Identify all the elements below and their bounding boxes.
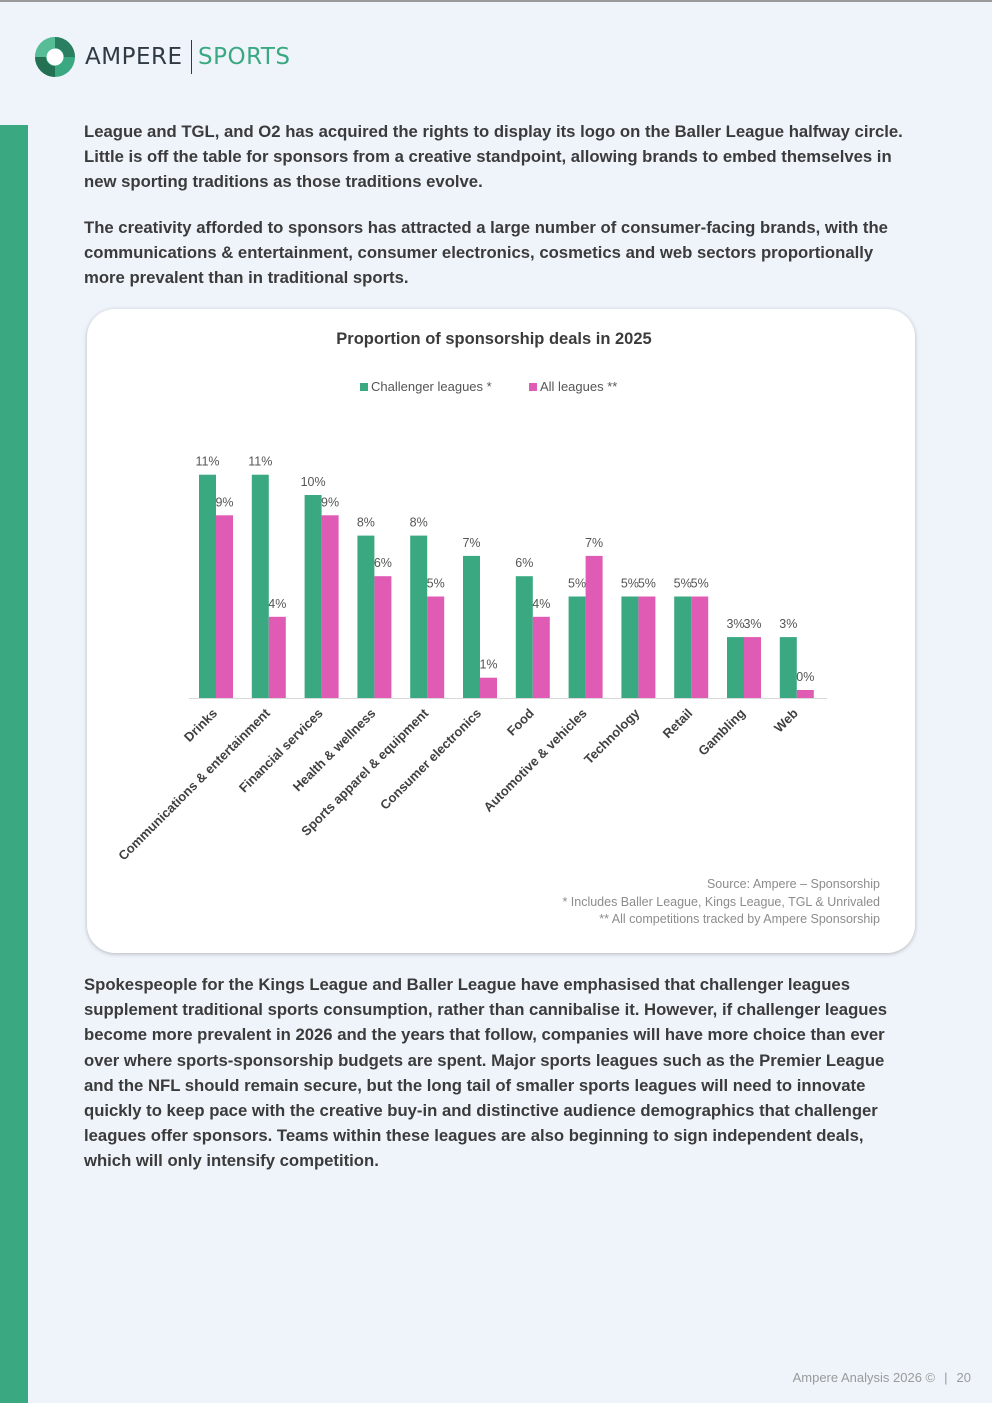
bar-all-leagues-1 [268,616,286,698]
chart-card: Proportion of sponsorship deals in 2025 … [87,309,915,953]
data-label-all-leagues-8: 5% [638,577,656,591]
bar-all-leagues-9 [691,596,709,698]
side-accent-bar [0,125,28,1403]
bar-challenger-2 [304,495,322,698]
logo-divider [190,40,192,74]
bar-all-leagues-3 [374,576,392,698]
chart-source-note: Source: Ampere – Sponsorship [707,877,880,891]
data-label-all-leagues-6: 4% [532,597,550,611]
logo-text-sports: SPORTS [198,44,291,70]
data-label-all-leagues-3: 6% [374,556,392,570]
category-label-11: Web [771,705,801,735]
bar-all-leagues-10 [744,637,761,698]
data-label-all-leagues-7: 7% [585,536,603,550]
data-label-all-leagues-5: 1% [479,658,497,672]
bar-challenger-11 [779,637,797,698]
page-number: 20 [956,1370,971,1385]
category-label-7: Automotive & vehicles [481,706,590,815]
bar-all-leagues-8 [638,596,656,698]
data-label-all-leagues-2: 9% [321,495,339,509]
data-label-challenger-7: 5% [568,577,586,591]
data-label-all-leagues-11: 0% [796,670,814,684]
data-label-all-leagues-4: 5% [427,577,445,591]
footer-copyright: Ampere Analysis 2026 © [792,1370,936,1385]
data-label-all-leagues-9: 5% [691,577,709,591]
data-label-challenger-10: 3% [726,617,744,631]
chart-footnote-1: * Includes Baller League, Kings League, … [562,895,880,909]
ampere-logo-icon [35,37,75,77]
bar-all-leagues-2 [321,515,339,698]
bar-all-leagues-6 [532,616,550,698]
bar-challenger-10 [727,637,744,698]
footer-separator: | [944,1370,948,1385]
bar-challenger-6 [515,576,533,698]
top-rule [0,0,992,2]
legend-swatch-all-leagues [529,383,537,391]
bar-challenger-7 [568,596,586,698]
ampere-sports-logo: AMPERE SPORTS [34,36,291,78]
data-label-challenger-11: 3% [779,617,797,631]
category-label-8: Technology [581,705,643,767]
category-label-6: Food [504,705,537,738]
data-label-challenger-3: 8% [357,516,375,530]
page-footer: Ampere Analysis 2026 © | 20 [793,1370,971,1385]
body-paragraph-2: The creativity afforded to sponsors has … [84,218,888,288]
data-label-challenger-0: 11% [195,455,219,469]
bar-all-leagues-5 [480,677,497,698]
logo-text-ampere: AMPERE [85,44,183,70]
legend-label-all-leagues: All leagues ** [540,379,617,394]
data-label-challenger-5: 7% [462,536,480,550]
data-label-challenger-4: 8% [410,516,428,530]
legend-label-challenger: Challenger leagues * [371,379,492,394]
chart-footnote-2: ** All competitions tracked by Ampere Sp… [599,912,880,926]
body-paragraph-1: League and TGL, and O2 has acquired the … [84,122,903,192]
data-label-all-leagues-0: 9% [215,495,233,509]
body-paragraph-3: Spokespeople for the Kings League and Ba… [84,975,888,1171]
bar-all-leagues-7 [585,555,603,698]
data-label-challenger-6: 6% [515,556,533,570]
data-label-challenger-2: 10% [301,475,326,489]
bar-challenger-0 [199,474,216,698]
category-label-9: Retail [660,706,696,742]
bar-challenger-1 [251,474,269,698]
legend-swatch-challenger [360,383,368,391]
sponsorship-bar-chart: Proportion of sponsorship deals in 2025 … [115,330,880,926]
bar-challenger-3 [357,535,375,698]
category-label-10: Gambling [695,705,748,758]
chart-title: Proportion of sponsorship deals in 2025 [336,330,651,348]
bar-challenger-8 [621,596,639,698]
bar-challenger-9 [674,596,692,698]
data-label-challenger-8: 5% [621,577,639,591]
bar-all-leagues-4 [427,596,445,698]
data-label-challenger-1: 11% [248,455,272,469]
bar-all-leagues-11 [796,690,814,698]
data-label-all-leagues-10: 3% [743,617,761,631]
category-label-5: Consumer electronics [377,706,484,813]
data-label-all-leagues-1: 4% [268,597,286,611]
data-label-challenger-9: 5% [674,577,692,591]
category-label-0: Drinks [181,706,220,745]
bar-challenger-5 [463,555,480,698]
bar-challenger-4 [410,535,428,698]
bar-all-leagues-0 [216,515,233,698]
